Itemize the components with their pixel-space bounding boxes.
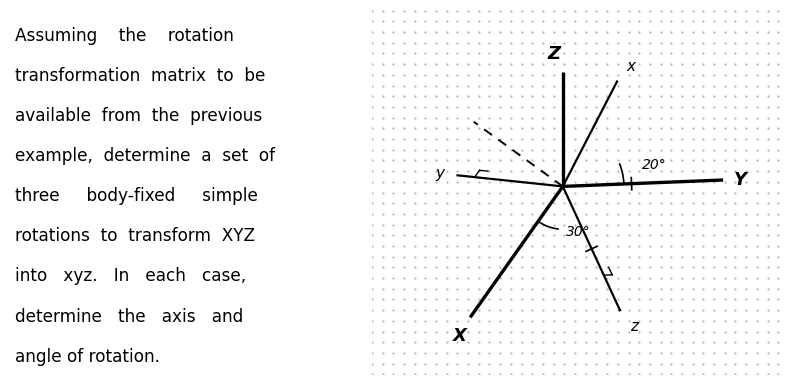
Text: transformation  matrix  to  be: transformation matrix to be xyxy=(15,67,266,85)
Text: Z: Z xyxy=(547,45,560,63)
Text: y: y xyxy=(435,166,444,181)
Text: angle of rotation.: angle of rotation. xyxy=(15,348,160,366)
Text: determine   the   axis   and: determine the axis and xyxy=(15,308,243,325)
Text: X: X xyxy=(453,327,466,345)
Text: Y: Y xyxy=(734,171,747,189)
Text: x: x xyxy=(626,60,636,74)
Text: into   xyz.   In   each   case,: into xyz. In each case, xyxy=(15,267,246,285)
Text: rotations  to  transform  XYZ: rotations to transform XYZ xyxy=(15,227,255,245)
Text: Assuming    the    rotation: Assuming the rotation xyxy=(15,27,234,45)
Text: z: z xyxy=(630,319,638,334)
Text: three     body-fixed     simple: three body-fixed simple xyxy=(15,187,258,205)
Text: available  from  the  previous: available from the previous xyxy=(15,107,262,125)
Text: example,  determine  a  set  of: example, determine a set of xyxy=(15,147,275,165)
Text: 20°: 20° xyxy=(642,158,667,172)
Text: 30°: 30° xyxy=(565,225,591,239)
